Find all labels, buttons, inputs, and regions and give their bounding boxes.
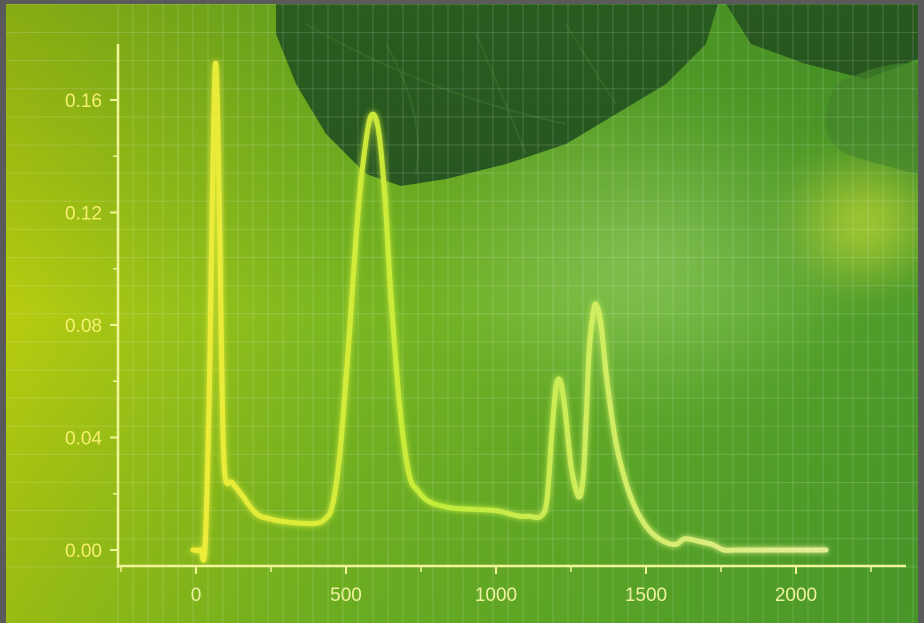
x-tick-label: 500 (330, 585, 362, 606)
chart-frame: 0.00 0.04 0.08 0.12 0.16 0 500 1000 1500 2000 (6, 4, 918, 623)
axes (116, 44, 906, 568)
y-tick-label: 0.12 (65, 204, 102, 225)
series-layer (190, 60, 829, 563)
y-tick-label: 0.04 (65, 429, 102, 450)
grid (6, 4, 918, 623)
x-tick-label: 1500 (625, 585, 667, 606)
y-tick-label: 0.00 (65, 541, 102, 562)
ticks: 0.00 0.04 0.08 0.12 0.16 0 500 1000 1500 2000 (65, 91, 872, 606)
y-tick-label: 0.16 (65, 91, 102, 112)
x-tick-label: 1000 (475, 585, 517, 606)
background-vertical-shade (6, 4, 918, 623)
x-tick-label: 0 (191, 585, 202, 606)
y-tick-label: 0.08 (65, 316, 102, 337)
x-tick-label: 2000 (775, 585, 817, 606)
series-line (190, 60, 829, 563)
line-chart: 0.00 0.04 0.08 0.12 0.16 0 500 1000 1500 2000 (6, 4, 918, 623)
